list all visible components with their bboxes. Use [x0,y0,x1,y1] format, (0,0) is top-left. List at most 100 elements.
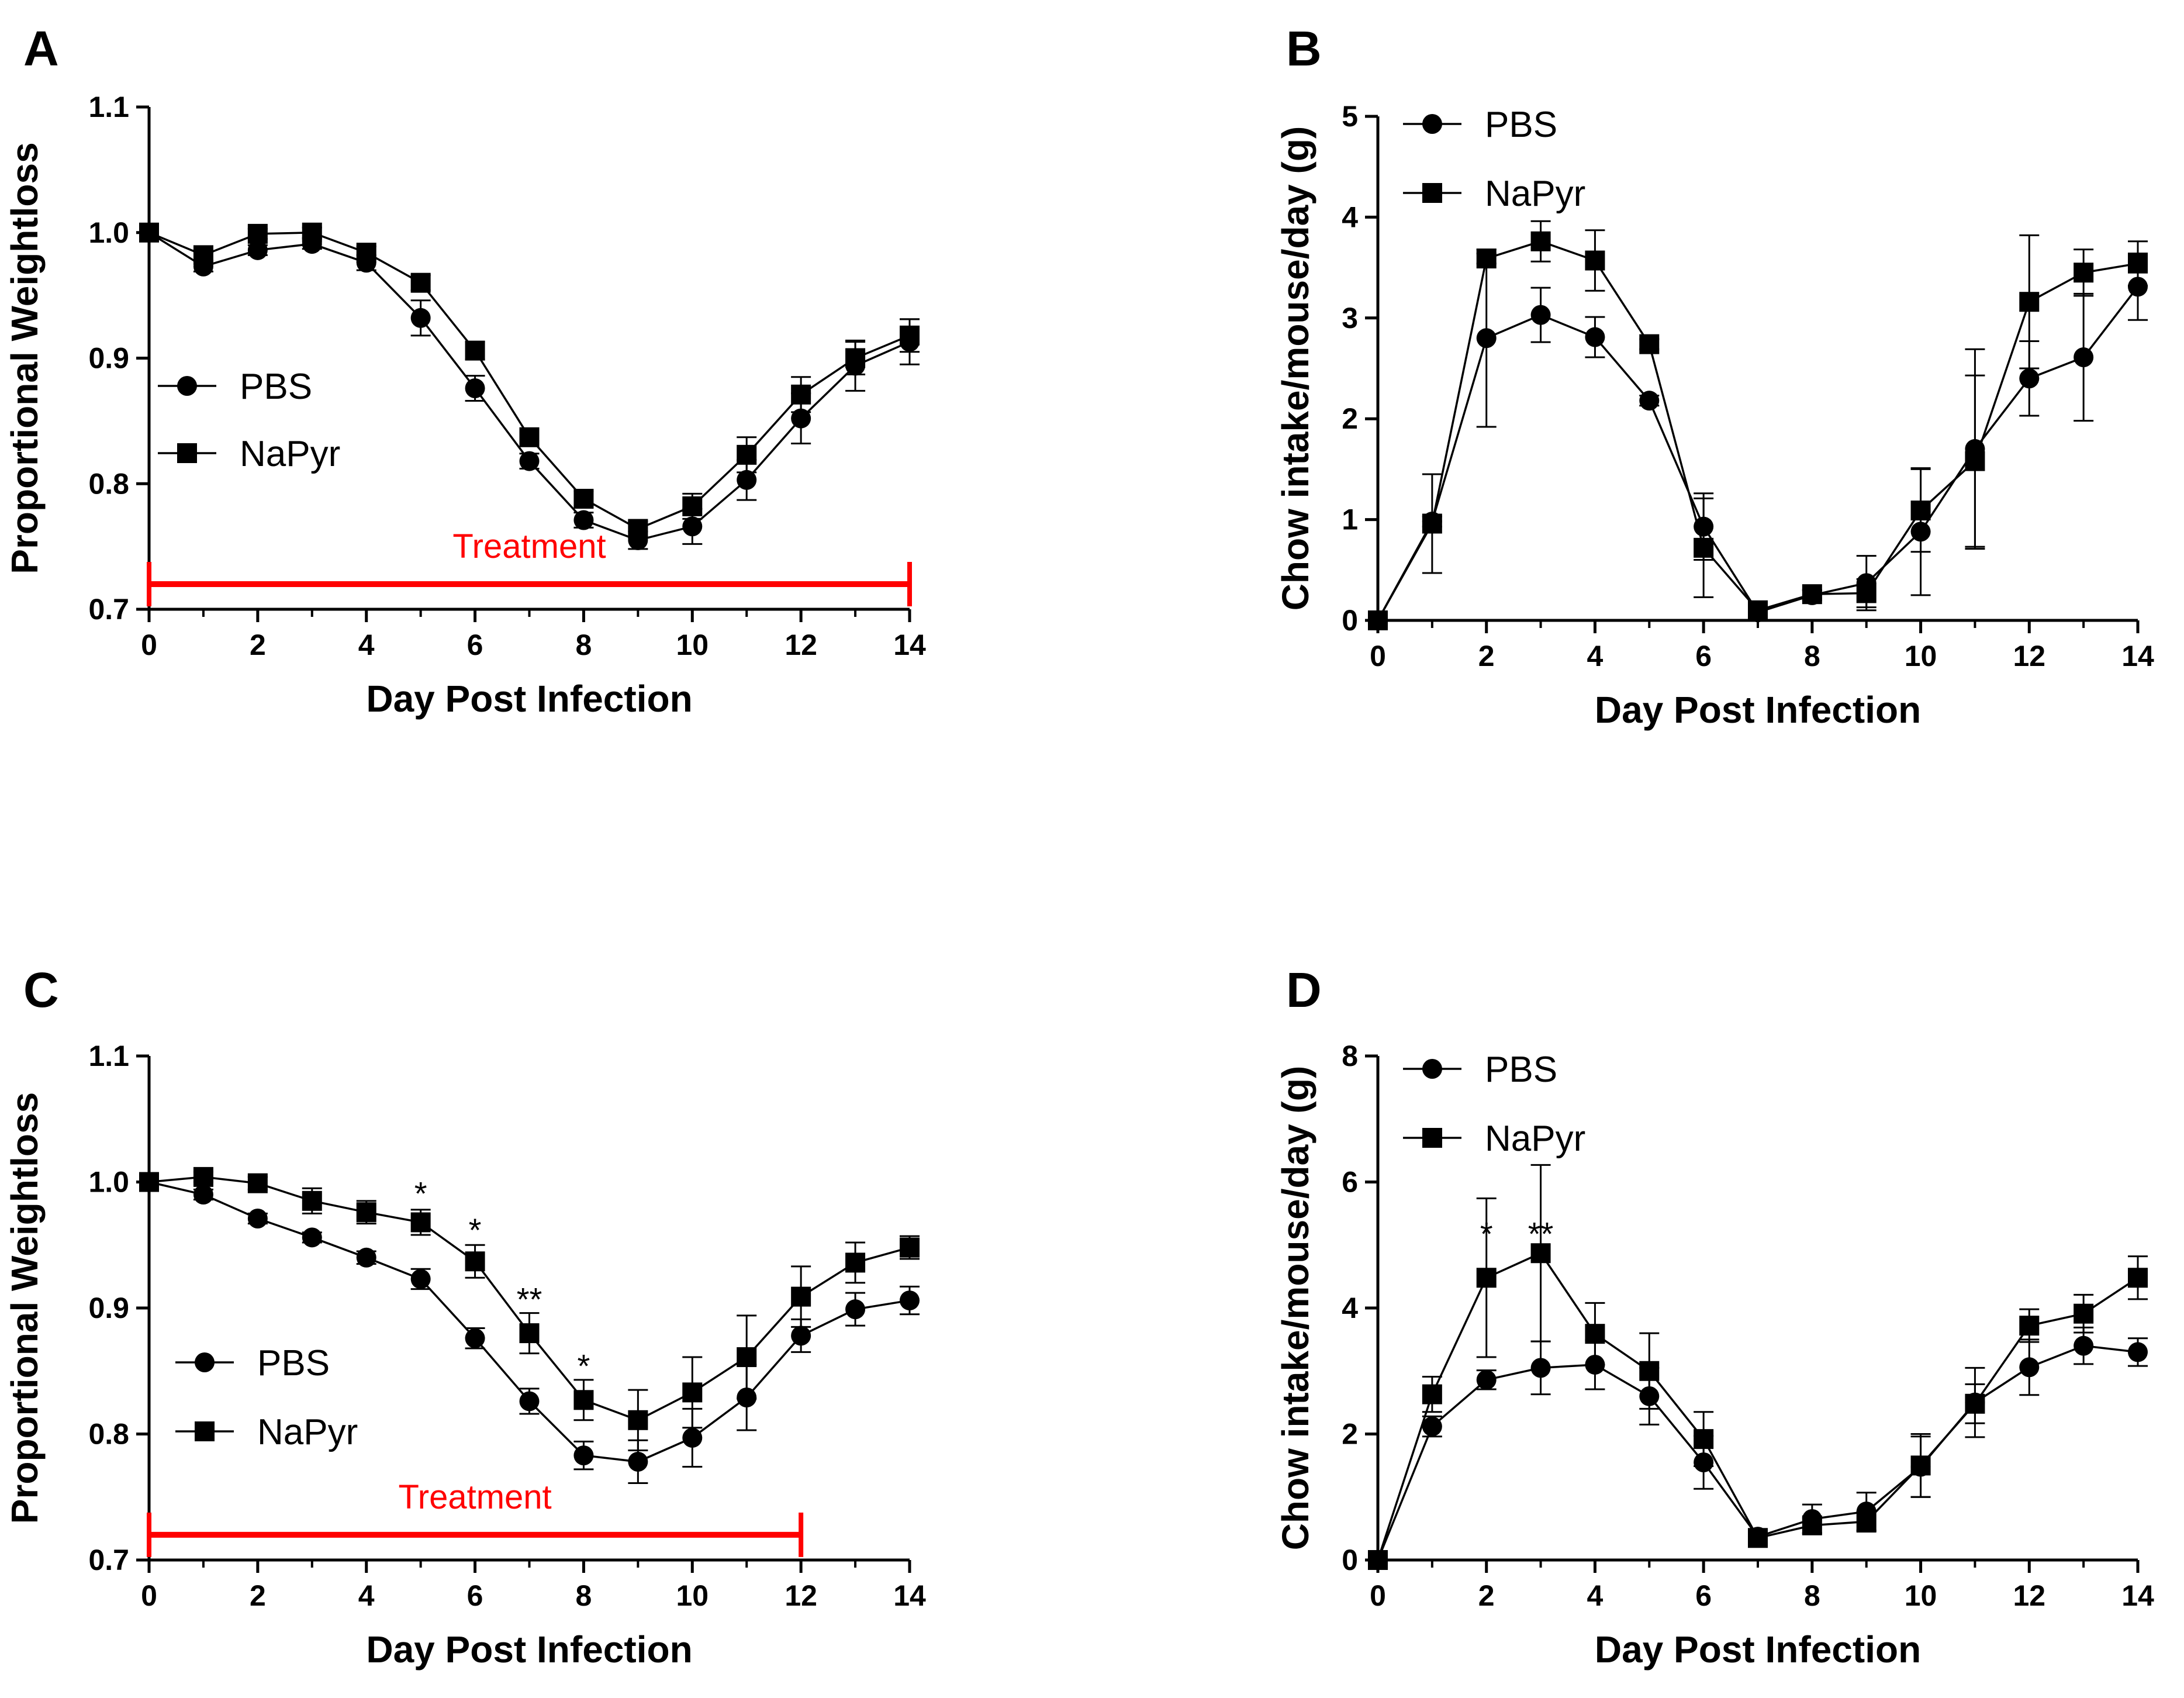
legend-label: NaPyr [1485,1119,1585,1159]
series-napyr [139,1166,920,1452]
data-point [247,223,268,244]
series-napyr [139,222,920,539]
y-tick-label: 2 [1342,402,1358,435]
legend: PBS NaPyr [175,1343,358,1452]
data-point [1368,610,1388,630]
y-tick-label: 1 [1342,503,1358,536]
y-axis-title: Proportional Weightloss [4,1092,46,1524]
x-tick-label: 4 [1587,1579,1604,1612]
y-axis-title: Chow intake/mouse/day (g) [1274,126,1316,611]
legend-marker [1422,1059,1442,1079]
legend-label: PBS [1485,1050,1557,1090]
significance-mark: * [414,1175,427,1212]
x-tick-label: 0 [141,629,157,661]
y-tick-label: 0 [1342,1544,1358,1576]
x-tick-label: 6 [1695,640,1712,672]
y-tick-label: 1.1 [88,1040,129,1072]
treatment-label: Treatment [452,527,606,565]
y-tick-label: 4 [1342,1292,1358,1324]
data-point [1910,1455,1931,1476]
x-tick-label: 2 [1478,1579,1495,1612]
x-tick-label: 10 [676,629,709,661]
x-tick-label: 10 [1905,640,1937,672]
x-axis-title: Day Post Infection [366,678,692,720]
legend-marker [195,1421,215,1441]
y-tick-label: 0.8 [88,1418,129,1451]
data-point [519,451,540,471]
y-axis-title: Proportional Weightloss [4,142,46,574]
data-point [1965,451,1985,471]
data-point [302,1227,322,1248]
data-point [737,1347,757,1368]
legend-marker [1422,183,1442,203]
data-point [139,1172,159,1192]
data-point [573,1445,594,1466]
data-point [1965,1393,1985,1414]
data-point [737,470,757,490]
x-axis-title: Day Post Infection [1595,1628,1921,1671]
legend-label: NaPyr [1485,174,1585,214]
x-tick-label: 8 [576,1579,592,1612]
data-point [519,1391,540,1411]
data-point [2074,263,2094,283]
x-tick-label: 6 [1695,1579,1712,1612]
data-point [1476,249,1497,269]
y-tick-label: 6 [1342,1166,1358,1199]
x-tick-label: 0 [1370,640,1386,672]
series-pbs [139,1172,920,1485]
x-tick-label: 12 [2013,1579,2045,1612]
data-point [682,1427,703,1448]
x-axis-title: Day Post Infection [366,1628,692,1671]
chart-panel-a: A 0 2 4 6 8 10 12 14 0.7 0.8 0.9 1.0 1.1 Day Post Infe… [4,21,926,720]
data-point [791,384,811,405]
x-tick-label: 8 [576,629,592,661]
chart-panel-c: C 0 2 4 6 8 10 12 14 0.7 0.8 0.9 1.0 1.1 Day Post Infe… [4,962,926,1671]
treatment-label: Treatment [398,1478,551,1516]
data-point [628,1410,648,1430]
data-point [628,1451,648,1472]
data-point [1856,583,1877,603]
legend-marker [1422,1128,1442,1148]
data-point [410,272,431,293]
y-tick-label: 0.7 [88,593,129,626]
significance-mark: * [469,1212,482,1248]
data-point [1694,537,1714,558]
data-point [410,308,431,328]
y-tick-label: 8 [1342,1040,1358,1072]
data-point [573,510,594,530]
x-tick-label: 2 [250,1579,266,1612]
x-tick-label: 6 [467,1579,483,1612]
y-tick-label: 0.8 [88,467,129,500]
chart-panel-d: D 0 2 4 6 8 10 12 14 0 2 4 6 8 Day Post Infection Chow … [1274,962,2154,1671]
data-point [1368,1550,1388,1570]
data-point [682,1382,703,1403]
y-axis-title: Chow intake/mouse/day (g) [1274,1066,1316,1551]
data-point [247,1173,268,1193]
data-point [2074,1335,2094,1356]
x-tick-label: 10 [676,1579,709,1612]
data-point [2019,1357,2040,1378]
x-tick-label: 12 [785,1579,817,1612]
x-tick-label: 12 [785,629,817,661]
data-point [1422,1384,1442,1404]
legend: PBS NaPyr [1403,105,1585,214]
data-point [682,516,703,537]
x-tick-label: 12 [2013,640,2045,672]
data-point [356,1247,376,1268]
y-tick-label: 2 [1342,1418,1358,1451]
x-tick-label: 0 [1370,1579,1386,1612]
legend-label: NaPyr [257,1412,358,1452]
legend-marker [1422,114,1442,134]
data-point [682,496,703,516]
data-point [845,1252,866,1273]
data-point [573,1390,594,1410]
y-tick-label: 4 [1342,201,1358,233]
x-tick-label: 4 [1587,640,1604,672]
legend-marker [177,443,197,463]
data-point [791,1286,811,1307]
data-point [900,1237,920,1258]
y-tick-label: 0.9 [88,1292,129,1324]
y-tick-label: 3 [1342,302,1358,334]
panel-letter: A [23,21,59,76]
